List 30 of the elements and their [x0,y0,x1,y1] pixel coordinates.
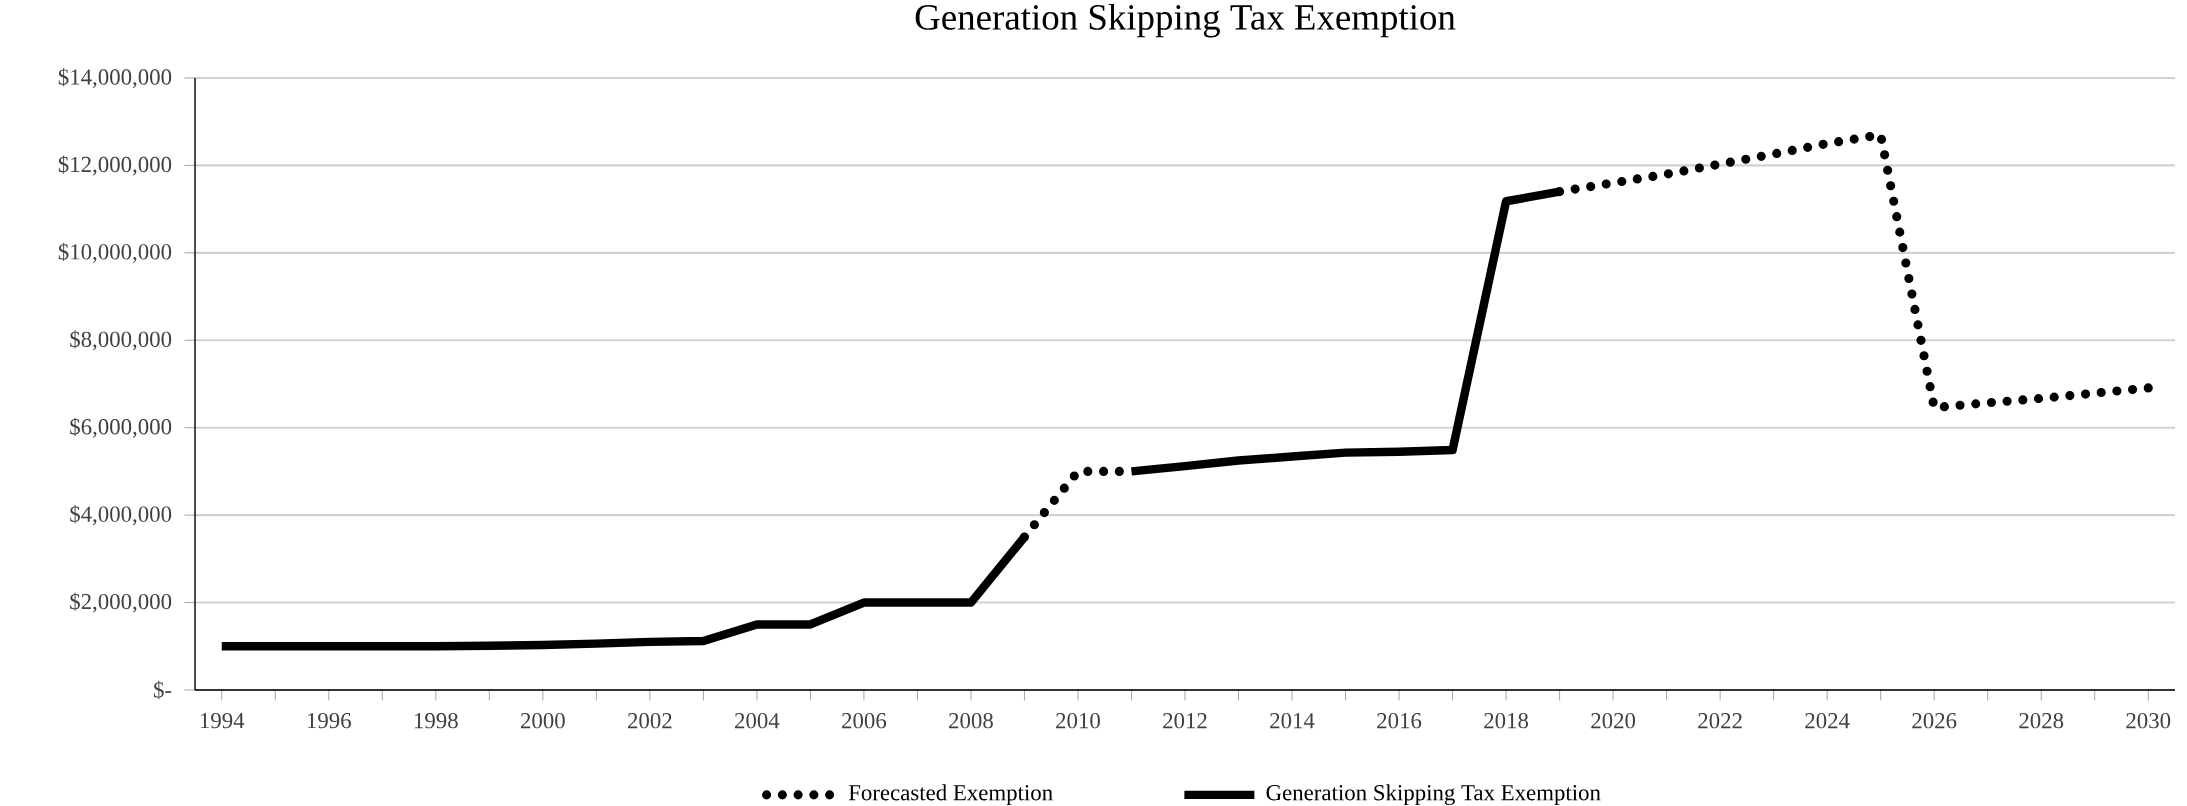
x-tick-label: 2010 [1056,712,1100,729]
y-tick-label: $14,000,000 [58,67,172,89]
legend-label: Forecasted Exemption [848,784,1053,806]
y-tick-label: $- [154,680,172,700]
x-tick-label: 2000 [520,712,565,729]
x-tick-label: 2008 [949,712,993,729]
x-tick-label: 2006 [842,712,887,729]
y-tick-label: $6,000,000 [70,417,172,438]
x-tick-label: 2024 [1805,712,1850,729]
x-tick-label: 2022 [1698,712,1742,729]
x-tick-label: 2004 [735,712,780,729]
y-tick-label: $8,000,000 [70,330,172,351]
x-tick-label: 1994 [200,712,245,729]
x-tick-label: 1996 [307,712,351,729]
x-tick-label: 2012 [1163,712,1207,729]
x-tick-label: 2028 [2019,712,2064,729]
x-tick-label: 1998 [414,712,458,729]
y-tick-label: $10,000,000 [58,242,172,263]
x-tick-label: 2020 [1591,712,1636,729]
x-tick-label: 2016 [1377,712,1422,729]
y-tick-label: $4,000,000 [70,505,172,526]
x-tick-label: 2002 [628,712,672,729]
chart-title: Generation Skipping Tax Exemption [915,3,1456,38]
y-tick-label: $2,000,000 [70,592,172,613]
y-tick-label: $12,000,000 [58,155,172,176]
x-tick-label: 2026 [1912,712,1957,729]
x-tick-label: 2014 [1270,712,1315,729]
x-tick-label: 2030 [2126,712,2171,729]
x-tick-label: 2018 [1484,712,1529,729]
legend-label: Generation Skipping Tax Exemption [1266,784,1601,806]
